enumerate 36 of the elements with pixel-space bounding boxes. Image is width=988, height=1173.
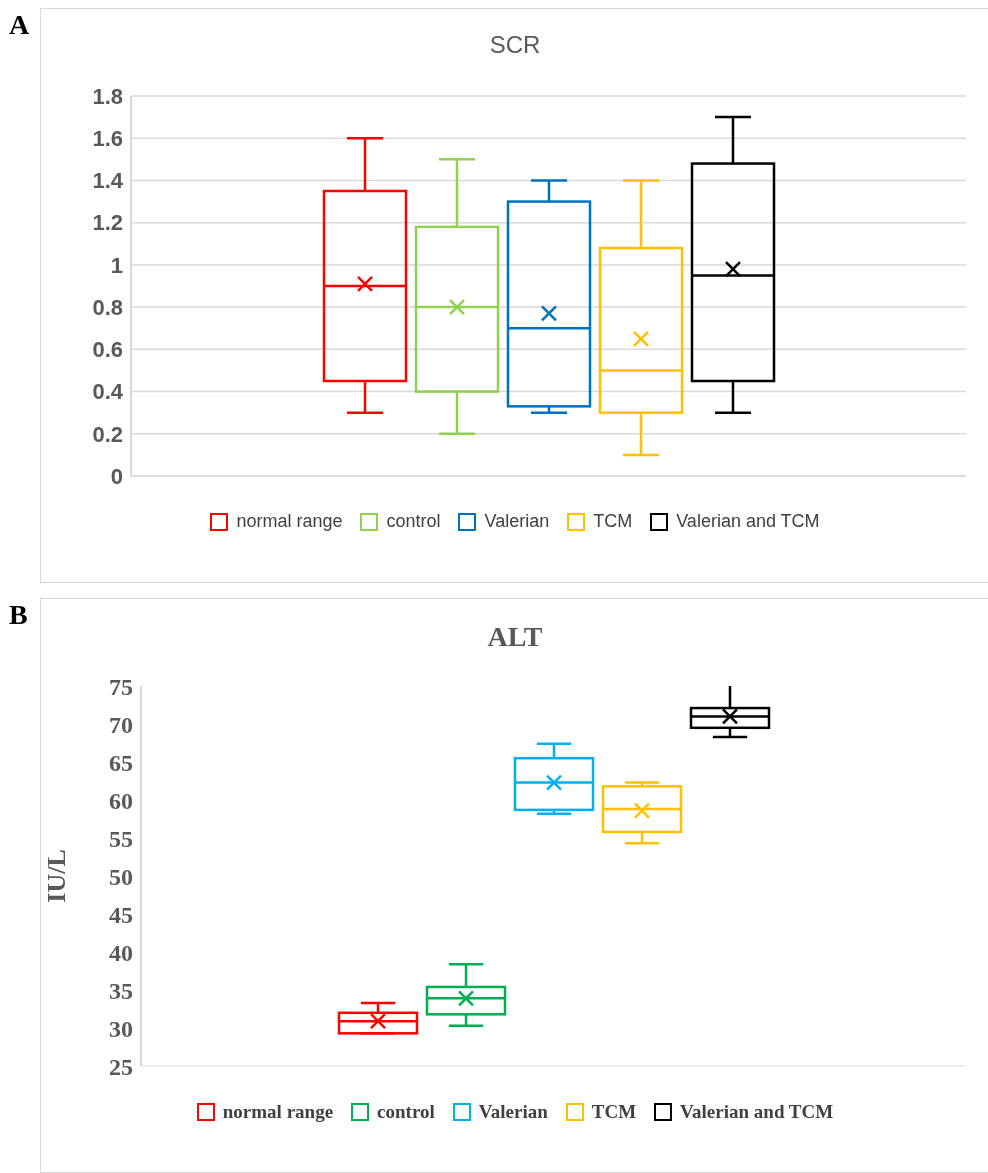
legend-label: Valerian and TCM: [680, 1101, 834, 1123]
legend-label: control: [377, 1101, 435, 1123]
legend-label: control: [386, 511, 441, 532]
y-tick-label: 1.4: [92, 168, 124, 194]
y-tick-label: 0.6: [92, 337, 123, 363]
y-tick-label: 35: [109, 977, 133, 1004]
legend-label: normal range: [222, 1101, 334, 1123]
y-tick-label: 45: [109, 901, 133, 928]
legend-label: Valerian and TCM: [676, 511, 820, 532]
y-tick-label: 1.2: [92, 210, 123, 236]
legend-label: Valerian: [484, 511, 550, 532]
y-axis-title: IU/L: [42, 849, 72, 903]
text: A: [9, 9, 30, 41]
legend-label: normal range: [236, 511, 343, 532]
y-tick-label: 0: [110, 463, 123, 489]
y-tick-label: 30: [109, 1015, 133, 1042]
text: B: [9, 599, 28, 631]
y-tick-label: 55: [109, 825, 133, 852]
y-tick-label: 65: [109, 749, 133, 776]
legend-label: TCM: [591, 1101, 637, 1123]
y-tick-label: 1.6: [92, 126, 123, 152]
legend-label: TCM: [593, 511, 633, 532]
y-tick-label: 40: [109, 939, 133, 966]
y-tick-label: 50: [109, 863, 133, 890]
chart-title: ALT: [486, 620, 544, 654]
y-tick-label: 0.2: [92, 421, 123, 447]
y-tick-label: 60: [109, 787, 133, 814]
y-tick-label: 1: [110, 252, 123, 278]
y-tick-label: 0.4: [92, 379, 124, 405]
y-tick-label: 25: [109, 1053, 133, 1080]
chart-title: SCR: [488, 30, 542, 60]
y-tick-label: 1.8: [92, 83, 123, 109]
y-tick-label: 75: [109, 673, 133, 700]
y-tick-label: 70: [109, 711, 133, 738]
legend-label: Valerian: [478, 1101, 548, 1123]
y-tick-label: 0.8: [92, 294, 123, 320]
